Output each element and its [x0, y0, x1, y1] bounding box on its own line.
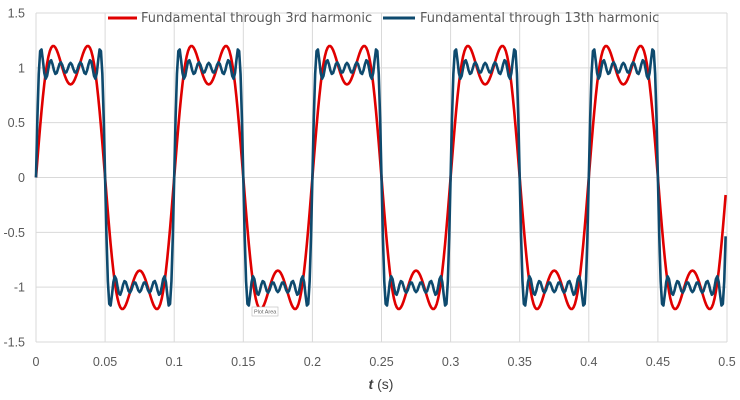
x-tick-label: 0.25: [369, 355, 393, 369]
x-tick-label: 0.15: [231, 355, 255, 369]
x-tick-label: 0: [33, 355, 40, 369]
x-tick-label: 0.05: [93, 355, 117, 369]
legend-label-13th: Fundamental through 13th harmonic: [420, 11, 659, 26]
x-axis-title: t (s): [369, 376, 394, 392]
plot-area-tooltip-text: Plot Area: [254, 310, 277, 316]
x-tick-label: 0.45: [646, 355, 670, 369]
x-tick-label: 0.2: [304, 355, 321, 369]
plot-area-tooltip: Plot Area: [251, 306, 279, 317]
legend-label-3rd: Fundamental through 3rd harmonic: [141, 11, 372, 26]
x-tick-label: 0.4: [580, 355, 597, 369]
y-tick-label: 1.5: [8, 7, 25, 21]
legend: Fundamental through 3rd harmonic Fundame…: [108, 11, 659, 26]
x-tick-label: 0.5: [718, 355, 735, 369]
y-tick-label: 0.5: [8, 116, 25, 130]
y-tick-label: -1.5: [3, 336, 25, 350]
y-axis-ticks: 1.5 1 0.5 0 -0.5 -1 -1.5: [3, 7, 25, 350]
x-tick-label: 0.3: [442, 355, 459, 369]
y-tick-label: -1: [14, 281, 25, 295]
series-line-1: [34, 48, 727, 307]
x-axis-ticks: 0 0.05 0.1 0.15 0.2 0.25 0.3 0.35 0.4 0.45 0.5: [33, 355, 736, 369]
y-tick-label: 0: [18, 171, 25, 185]
y-tick-label: -0.5: [3, 226, 25, 240]
y-tick-label: 1: [18, 61, 25, 75]
x-tick-label: 0.35: [508, 355, 532, 369]
series-lines: [34, 44, 727, 311]
x-axis-title-var: t: [369, 376, 375, 392]
x-axis-title-unit: (s): [373, 376, 393, 392]
x-tick-label: 0.1: [166, 355, 183, 369]
